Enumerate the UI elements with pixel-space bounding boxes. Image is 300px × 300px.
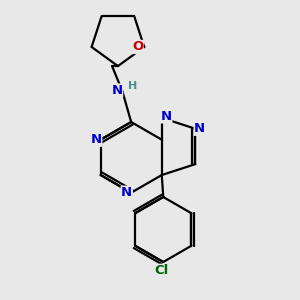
Text: N: N bbox=[160, 110, 172, 123]
Text: H: H bbox=[128, 81, 137, 91]
Text: O: O bbox=[132, 40, 143, 53]
Text: N: N bbox=[121, 186, 132, 199]
Text: Cl: Cl bbox=[155, 264, 169, 277]
Text: N: N bbox=[91, 133, 102, 146]
Text: N: N bbox=[194, 122, 206, 135]
Text: N: N bbox=[112, 84, 123, 97]
